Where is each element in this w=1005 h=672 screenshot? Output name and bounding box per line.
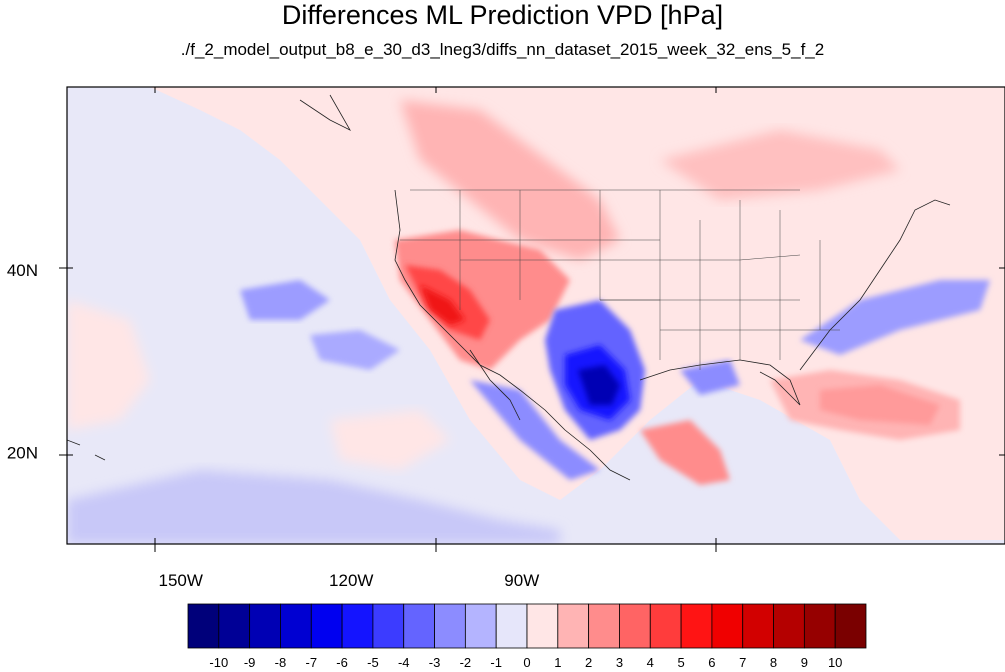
colorbar: [187, 603, 867, 649]
colorbar-tick-label: 4: [646, 655, 654, 670]
colorbar-tick-label: -7: [305, 655, 318, 670]
gulf-negative: [680, 360, 740, 395]
map-field: [67, 87, 1005, 544]
colorbar-tick-label: -4: [397, 655, 410, 670]
colorbar-tick-label: 8: [769, 655, 778, 670]
atlantic-negative: [800, 280, 990, 355]
colorbar-swatch: [434, 603, 466, 649]
colorbar-tick-label: -6: [336, 655, 348, 670]
plot-frame: [66, 86, 1005, 545]
colorbar-swatch: [310, 603, 343, 649]
colorbar-swatch: [341, 603, 374, 649]
colorbar-tick-label: -10: [209, 655, 229, 670]
colorbar-swatch: [619, 603, 651, 649]
colorbar-swatch: [711, 603, 744, 649]
page-title: Differences ML Prediction VPD [hPa]: [281, 0, 724, 30]
colorbar-swatch: [249, 603, 281, 649]
colorbar-swatch: [588, 603, 620, 649]
colorbar-swatch: [218, 603, 251, 649]
page-subtitle: ./f_2_model_output_b8_e_30_d3_lneg3/diff…: [180, 40, 825, 59]
colorbar-swatch: [464, 603, 497, 649]
colorbar-swatch: [773, 603, 805, 649]
colorbar-tick-label: 2: [585, 655, 593, 670]
northeast-positive: [660, 130, 900, 200]
northern-positive: [400, 100, 620, 260]
east-pacific-negative-2: [310, 330, 400, 370]
frame-ticks: [67, 87, 1005, 544]
colorbar-tick-label: -8: [274, 655, 287, 670]
colorbar-tick-label: 5: [677, 655, 685, 670]
y-tick-label: 40N: [7, 261, 38, 280]
colorbar-tick-label: 10: [827, 655, 843, 670]
colorbar-tick-label: -3: [428, 655, 441, 670]
east-pacific-negative: [240, 280, 330, 320]
colorbar-swatch: [680, 603, 713, 649]
baja-negative: [470, 380, 600, 480]
colorbar-tick-label: 9: [800, 655, 808, 670]
southwest-positive-outer: [395, 230, 570, 370]
x-tick-label: 120W: [329, 571, 373, 590]
colorbar-swatch: [495, 603, 528, 649]
colorbar-swatch: [742, 603, 774, 649]
caribbean-positive: [640, 420, 730, 485]
colorbar-swatch: [526, 603, 559, 649]
x-tick-label: 150W: [158, 571, 202, 590]
colorbar-tick-label: 0: [523, 655, 531, 670]
colorbar-tick-label: -2: [459, 655, 472, 670]
southwest-positive-core: [420, 285, 465, 325]
colorbar-swatch: [372, 603, 405, 649]
colorbar-swatch: [649, 603, 682, 649]
pacific-light-pink: [67, 300, 150, 430]
colorbar-tick-label: 6: [708, 655, 716, 670]
colorbar-swatch: [803, 603, 836, 649]
state-borders: [400, 189, 840, 370]
colorbar-swatch: [834, 603, 867, 649]
atlantic-positive-2: [820, 385, 940, 425]
colorbar-tick-label: -1: [490, 655, 502, 670]
colorbar-tick-label: 7: [739, 655, 747, 670]
axis-ticks: [59, 267, 717, 552]
tick-labels: 150W 120W 90W 40N 20N: [7, 261, 539, 590]
coastlines: [67, 94, 951, 481]
colorbar-tick-label: -5: [367, 655, 379, 670]
x-tick-label: 90W: [504, 571, 539, 590]
pacific-light-pink-2: [330, 410, 450, 470]
mexico-negative-core: [578, 365, 620, 405]
colorbar-swatch: [403, 603, 435, 649]
colorbar-swatch: [280, 603, 312, 649]
colorbar-tick-label: 3: [615, 655, 624, 670]
colorbar-tick-label: -9: [243, 655, 256, 670]
colorbar-tick-label: 1: [554, 655, 562, 670]
colorbar-swatch: [187, 603, 220, 649]
y-tick-label: 20N: [7, 444, 38, 463]
tropical-negative-band: [67, 470, 560, 544]
colorbar-swatch: [557, 603, 590, 649]
